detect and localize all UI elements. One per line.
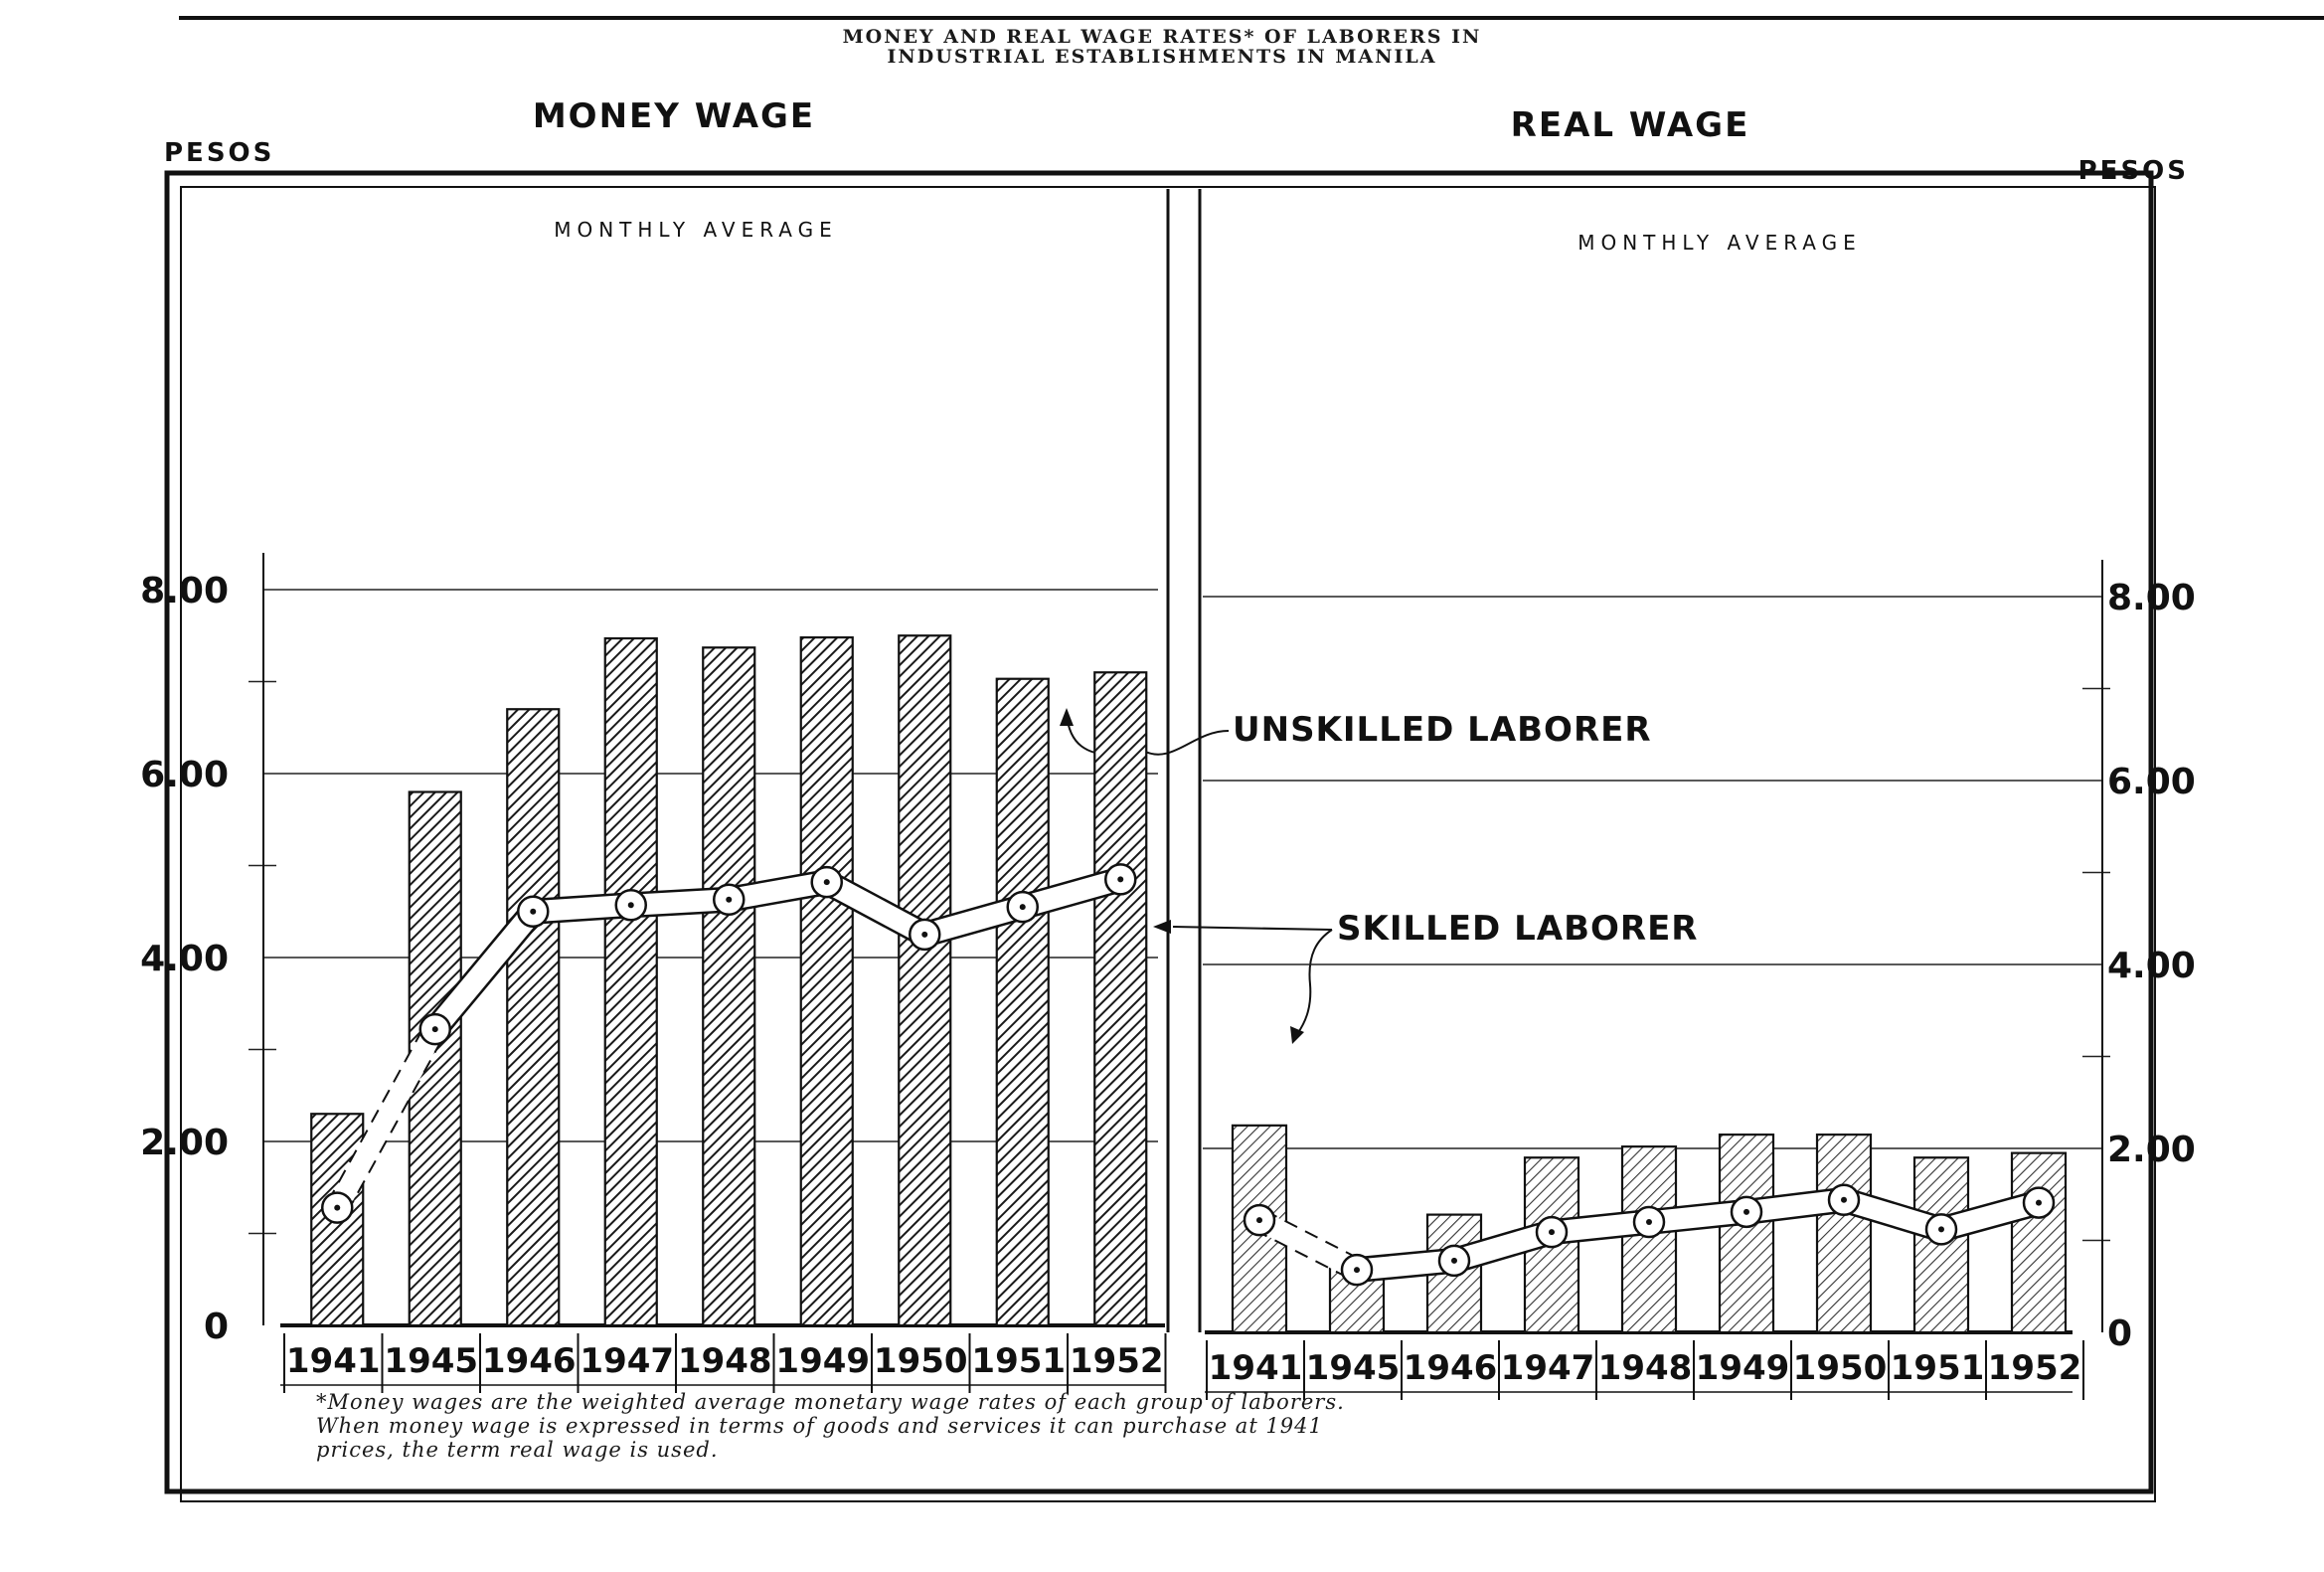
money-wage-ylabel: PESOS [164,138,274,168]
real-wage-bar-skilled-1948 [1620,1145,1678,1334]
money-wage-unskilled-point-dot [334,1204,341,1211]
real-wage-xtick-1947: 1947 [1501,1348,1595,1388]
footnote-line-1: *Money wages are the weighted average mo… [316,1390,1345,1414]
skilled-laborer-callout: SKILLED LABORER [1337,909,1698,949]
money-wage-xtick-1950: 1950 [874,1341,968,1381]
figure-title: MONEY AND REAL WAGE RATES* OF LABORERS I… [0,26,2324,68]
money-wage-xtick-1945: 1945 [384,1341,478,1381]
money-wage-unskilled-point-dot [823,879,830,886]
skilled-callout-arrowhead-right [1290,1026,1304,1044]
money-wage-ytick-label: 8.00 [140,571,229,611]
real-wage-xtick-1949: 1949 [1696,1348,1790,1388]
unskilled-callout-arrowhead [1060,708,1074,726]
real-wage-ytick-label: 0 [2107,1313,2132,1354]
money-wage-unskilled-point-dot [921,931,928,938]
money-wage-unskilled-point-dot [1019,904,1026,911]
money-wage-bar-skilled-1951 [995,677,1050,1327]
money-wage-bar-skilled-1950 [898,634,952,1327]
real-wage-unskilled-point-dot [1646,1219,1652,1225]
footnote-line-3: prices, the term real wage is used. [316,1438,719,1463]
footnote: *Money wages are the weighted average mo… [316,1390,1708,1462]
real-wage-ytick-label: 6.00 [2107,762,2196,802]
money-wage-title: MONEY WAGE [533,96,815,136]
real-wage-bar-skilled-1949 [1718,1134,1775,1334]
real-wage-unskilled-point-dot [1938,1226,1944,1233]
money-wage-bar-skilled-1947 [603,636,658,1327]
real-wage-unskilled-line [1346,1189,2050,1281]
real-wage-xtick-1952: 1952 [1988,1348,2082,1388]
money-wage-bar-skilled-1946 [506,708,561,1327]
real-wage-unskilled-point-dot [1354,1267,1360,1274]
real-wage-bar-skilled-1950 [1815,1134,1873,1334]
money-wage-ytick-label: 0 [204,1307,229,1347]
money-wage-unskilled-line [424,868,1131,1040]
real-wage-xtick-1946: 1946 [1404,1348,1498,1388]
money-wage-xtick-1951: 1951 [971,1341,1066,1381]
money-wage-unskilled-point-dot [431,1026,438,1033]
real-wage-unskilled-point-dot [1841,1196,1847,1203]
money-wage-unskilled-dashed-edge [346,1033,446,1214]
real-wage-xtick-1950: 1950 [1793,1348,1888,1388]
money-wage-unskilled-point-dot [627,902,634,909]
skilled-callout-arrowhead-left [1153,920,1171,934]
money-wage-unskilled-point-dot [1117,876,1124,883]
money-wage-ytick-label: 2.00 [140,1123,229,1163]
money-wage-xtick-1949: 1949 [775,1341,870,1381]
real-wage-unskilled-dashed-fill [1254,1210,1362,1280]
real-wage-monthly-average: MONTHLY AVERAGE [1577,231,1862,255]
real-wage-unskilled-point-dot [1451,1257,1457,1264]
real-wage-panel: 0 2.00 4.00 6.00 8.00 1941 1945 1946 1947 1948 194… [1203,560,2196,1400]
skilled-callout-leader-left [1172,926,1333,931]
money-wage-unskilled-dashed-edge [326,1023,426,1203]
money-wage-xtick-1952: 1952 [1070,1341,1164,1381]
real-wage-unskilled-point-dot [2036,1199,2042,1206]
money-wage-xtick-1947: 1947 [580,1341,674,1381]
money-wage-unskilled-dashed-fill [328,1024,444,1213]
real-wage-unskilled-dashed-edge [1253,1229,1353,1281]
real-wage-ytick-label: 8.00 [2107,578,2196,618]
real-wage-ylabel: PESOS [2078,156,2189,186]
real-wage-bar-skilled-1952 [2010,1151,2068,1334]
real-wage-unskilled-point-dot [1256,1217,1262,1224]
money-wage-bar-skilled-1952 [1093,671,1148,1327]
unskilled-laborer-callout: UNSKILLED LABORER [1233,710,1652,750]
figure-title-line-1: MONEY AND REAL WAGE RATES* OF LABORERS I… [842,26,1482,48]
outer-frame-inner [180,186,2156,1502]
money-wage-ytick-label: 6.00 [140,755,229,795]
real-wage-xtick-1951: 1951 [1891,1348,1985,1388]
money-wage-panel: 0 2.00 4.00 6.00 8.00 1941 1945 1946 1947 1948 194… [140,553,1167,1393]
real-wage-unskilled-point-dot [1549,1229,1555,1236]
real-wage-xtick-1948: 1948 [1598,1348,1693,1388]
real-wage-xtick-1945: 1945 [1306,1348,1401,1388]
unskilled-callout-leader [1066,713,1230,757]
real-wage-title: REAL WAGE [1511,105,1750,145]
real-wage-ytick-label: 4.00 [2107,946,2196,986]
real-wage-ytick-label: 2.00 [2107,1130,2196,1170]
footnote-line-2: When money wage is expressed in terms of… [316,1414,1323,1439]
money-wage-xtick-1941: 1941 [286,1341,381,1381]
figure-title-line-2: INDUSTRIAL ESTABLISHMENTS IN MANILA [887,45,1437,68]
money-wage-xtick-1946: 1946 [482,1341,577,1381]
money-wage-unskilled-point-dot [530,908,537,915]
real-wage-unskilled-dashed-edge [1263,1209,1363,1262]
real-wage-xtick-1941: 1941 [1209,1348,1303,1388]
money-wage-monthly-average: MONTHLY AVERAGE [554,218,838,242]
real-wage-unskilled-point-dot [1743,1208,1749,1215]
money-wage-ytick-label: 4.00 [140,939,229,979]
money-wage-bar-skilled-1949 [799,635,854,1327]
money-wage-xtick-1948: 1948 [678,1341,772,1381]
money-wage-unskilled-point-dot [726,896,733,903]
skilled-callout-leader-right [1296,929,1333,1035]
outer-frame [164,170,2154,1494]
money-wage-bar-skilled-1948 [702,646,756,1327]
